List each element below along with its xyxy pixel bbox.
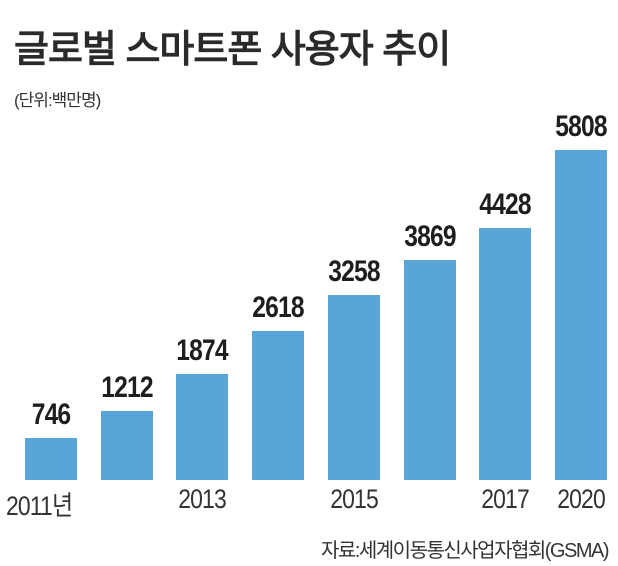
- x-tick-label: 2011년: [6, 491, 73, 521]
- bar-2020: [554, 150, 607, 480]
- value-label: 1874: [176, 333, 229, 367]
- x-tick-label: 2020: [557, 484, 606, 514]
- value-label: 5808: [555, 110, 607, 143]
- value-label: 1212: [100, 371, 153, 405]
- value-label: 2618: [252, 291, 304, 325]
- chart-title: 글로벌 스마트폰 사용자 추이: [14, 29, 451, 71]
- value-label: 4428: [479, 188, 531, 222]
- value-label: 746: [31, 397, 71, 431]
- bar-2017: [479, 228, 532, 480]
- unit-label: (단위:백만명): [14, 91, 101, 110]
- bar-2012: [100, 411, 153, 480]
- source-note: 자료:세계이동통신사업자협회(GSMA): [321, 540, 609, 562]
- bar-2016: [403, 260, 456, 480]
- x-tick-label: 2013: [178, 484, 228, 514]
- bar-2013: [176, 373, 229, 480]
- bar-2014: [252, 331, 305, 480]
- value-label: 3869: [403, 220, 456, 254]
- bar-2011: [25, 437, 77, 480]
- value-label: 3258: [328, 254, 380, 288]
- bar-2015: [327, 294, 380, 480]
- x-tick-label: 2017: [481, 484, 530, 514]
- x-tick-label: 2015: [330, 484, 379, 514]
